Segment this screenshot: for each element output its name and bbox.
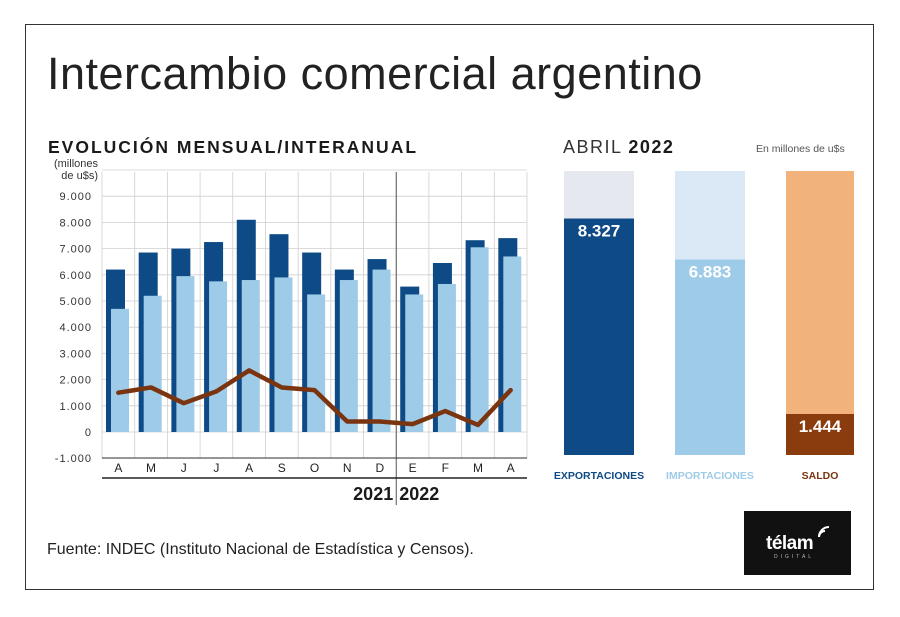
unit-line-1: (millones bbox=[53, 158, 98, 170]
right-year: 2022 bbox=[628, 137, 675, 157]
y-tick-label: 0 bbox=[85, 427, 92, 439]
summary-category-label: EXPORTACIONES bbox=[554, 470, 644, 482]
x-tick-label: A bbox=[507, 461, 515, 475]
import-bar bbox=[111, 308, 129, 432]
import-bar bbox=[339, 280, 358, 432]
import-bar bbox=[470, 247, 489, 432]
import-bar bbox=[209, 281, 228, 432]
x-tick-label: F bbox=[442, 461, 449, 475]
import-bar bbox=[307, 294, 326, 432]
summary-category-label: IMPORTACIONES bbox=[666, 470, 754, 482]
right-panel-heading: ABRIL 2022 bbox=[563, 137, 674, 158]
year-label-2022: 2022 bbox=[399, 484, 439, 504]
y-tick-label: 8.000 bbox=[59, 217, 92, 229]
y-tick-label: 4.000 bbox=[59, 322, 92, 334]
y-tick-label: 5.000 bbox=[59, 296, 92, 308]
x-tick-label: M bbox=[146, 461, 156, 475]
page-title: Intercambio comercial argentino bbox=[47, 48, 703, 99]
logo-subtitle: DIGITAL bbox=[774, 554, 815, 560]
x-tick-label: D bbox=[376, 461, 385, 475]
x-tick-label: J bbox=[213, 461, 219, 475]
logo-wordmark: télam bbox=[766, 533, 814, 554]
summary-value-label: 1.444 bbox=[799, 417, 842, 436]
x-tick-label: N bbox=[343, 461, 352, 475]
x-tick-label: O bbox=[310, 461, 319, 475]
y-tick-label: 1.000 bbox=[59, 401, 92, 413]
y-tick-label: 2.000 bbox=[59, 375, 92, 387]
y-tick-label: -1.000 bbox=[55, 453, 92, 465]
chart-subtitle: EVOLUCIÓN MENSUAL/INTERANUAL bbox=[48, 137, 419, 157]
summary-value-label: 8.327 bbox=[578, 222, 621, 241]
import-bar bbox=[372, 269, 391, 432]
y-tick-label: 9.000 bbox=[59, 191, 92, 203]
summary-bar bbox=[786, 413, 854, 455]
year-label-2021: 2021 bbox=[353, 484, 393, 504]
x-tick-label: M bbox=[473, 461, 483, 475]
x-tick-label: A bbox=[114, 461, 122, 475]
import-bar bbox=[405, 294, 424, 432]
telam-logo: télam DIGITAL bbox=[744, 511, 851, 575]
summary-bar bbox=[675, 259, 745, 455]
summary-bar-background bbox=[786, 171, 854, 455]
x-tick-label: S bbox=[278, 461, 286, 475]
import-bar bbox=[241, 280, 260, 432]
import-bar bbox=[437, 283, 456, 432]
y-tick-label: 3.000 bbox=[59, 348, 92, 360]
import-bar bbox=[274, 277, 293, 432]
card-frame bbox=[25, 24, 874, 590]
x-tick-label: J bbox=[181, 461, 187, 475]
source-note: Fuente: INDEC (Instituto Nacional de Est… bbox=[47, 541, 474, 558]
y-axis-unit-label: (millones de u$s) bbox=[46, 158, 98, 182]
import-bar bbox=[143, 295, 162, 432]
summary-bar bbox=[564, 218, 634, 455]
right-unit-label: En millones de u$s bbox=[756, 143, 845, 155]
x-tick-label: E bbox=[409, 461, 417, 475]
import-bar bbox=[503, 256, 522, 432]
right-month: ABRIL bbox=[563, 137, 622, 157]
import-bar bbox=[176, 276, 195, 432]
signal-icon bbox=[818, 526, 830, 538]
summary-value-label: 6.883 bbox=[689, 263, 732, 282]
y-tick-label: 6.000 bbox=[59, 270, 92, 282]
x-tick-label: A bbox=[245, 461, 253, 475]
y-tick-label: 7.000 bbox=[59, 244, 92, 256]
unit-line-2: de u$s) bbox=[61, 170, 98, 182]
summary-category-label: SALDO bbox=[802, 470, 839, 482]
